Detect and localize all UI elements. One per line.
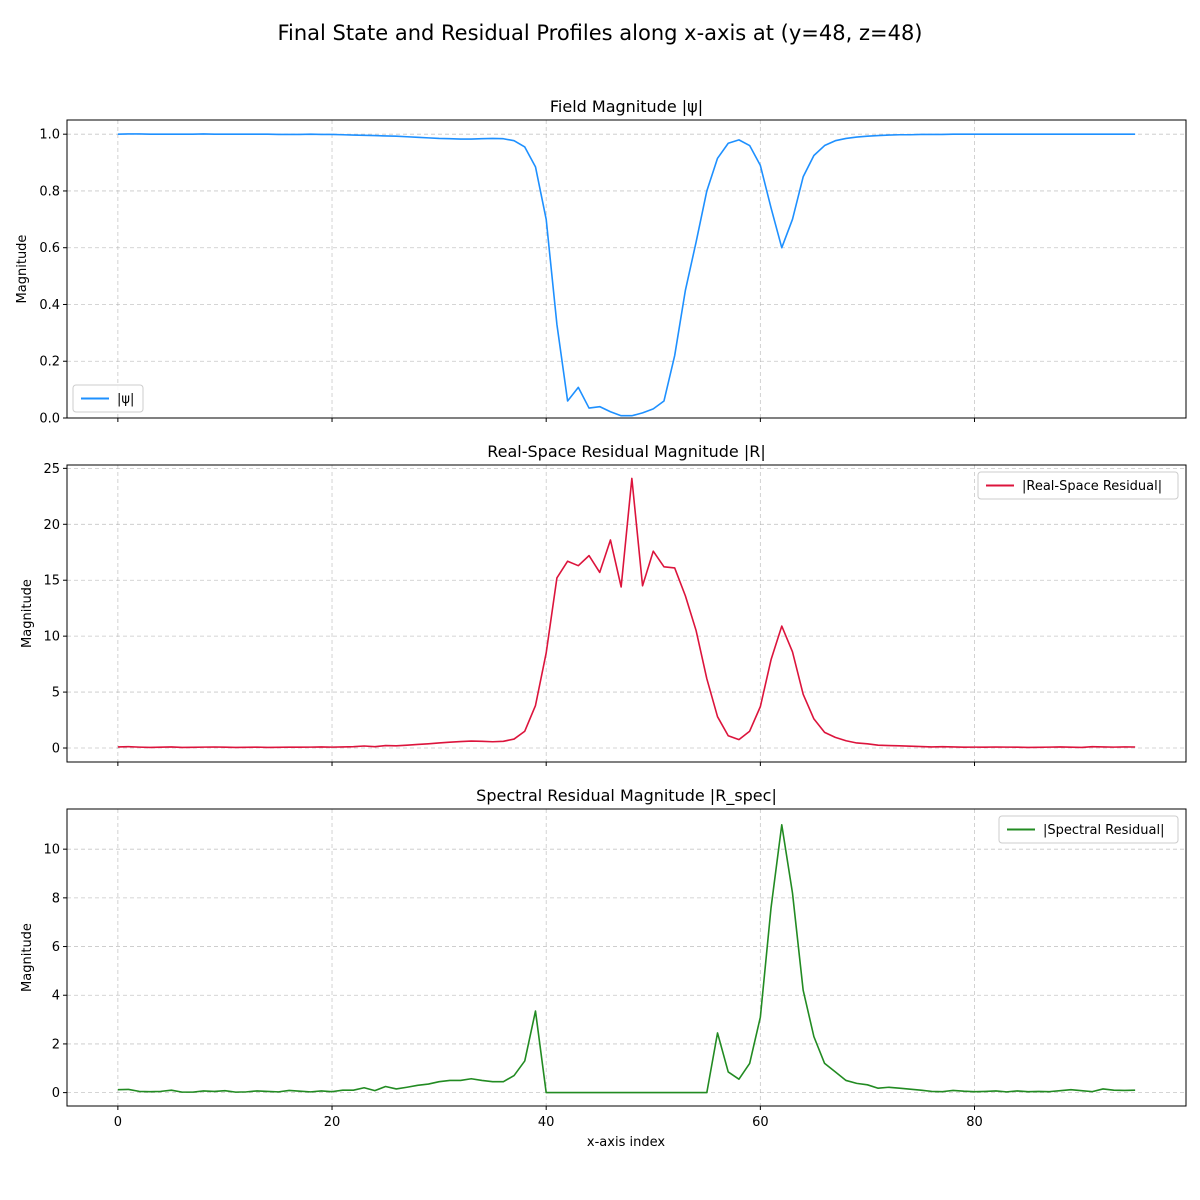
subplot-title: Real-Space Residual Magnitude |R| [487,442,766,461]
y-tick-label: 0.6 [39,241,60,256]
legend-box [998,815,1179,844]
legend-label: |ψ| [117,392,134,407]
series-line-1 [117,824,1136,1094]
legend: |ψ| [72,384,144,413]
subplot-2: 0 5 10 15 20 25 Real-Space Residual Magnitude … [20,442,1187,766]
y-tick-label: 0.0 [39,412,60,427]
y-tick-label: 15 [43,574,60,589]
y-tick-label: 8 [52,891,60,906]
x-tick-label: 60 [752,1115,769,1130]
legend-label: |Real-Space Residual| [1022,479,1162,494]
axes-frame [66,808,1187,1107]
axes-frame [66,464,1187,763]
subplots: 0.0 0.2 0.4 0.6 0.8 1.0 Field Magnitude |ψ| Mag… [15,97,1187,1130]
x-axis-label: x-axis index [587,1135,665,1150]
y-axis-label: Magnitude [15,235,30,304]
y-tick-label: 4 [52,989,60,1004]
y-axis-label: Magnitude [20,579,35,648]
axes-frame [66,119,1187,419]
y-tick-label: 1.0 [39,128,60,143]
y-tick-label: 10 [43,630,60,645]
legend: |Real-Space Residual| [977,471,1179,500]
y-tick-label: 0.4 [39,298,60,313]
x-tick-label: 20 [324,1115,341,1130]
y-axis-label: Magnitude [20,923,35,992]
y-tick-label: 0.8 [39,184,60,199]
y-tick-label: 0.2 [39,355,60,370]
legend-box [977,471,1179,500]
x-tick-label: 0 [114,1115,122,1130]
y-tick-label: 6 [52,940,60,955]
y-tick-label: 20 [43,518,60,533]
x-tick-label: 80 [966,1115,983,1130]
subplot-3: 0 2 4 6 8 10 0 20 40 60 80 Spectral Residual Magnit… [20,786,1187,1130]
legend: |Spectral Residual| [998,815,1179,844]
y-tick-label: 25 [43,462,60,477]
y-tick-label: 0 [52,1086,60,1101]
figure-title: Final State and Residual Profiles along … [277,21,922,45]
subplot-title: Spectral Residual Magnitude |R_spec| [476,786,777,806]
subplot-1: 0.0 0.2 0.4 0.6 0.8 1.0 Field Magnitude |ψ| Mag… [15,97,1187,427]
y-tick-label: 10 [43,843,60,858]
y-tick-label: 0 [52,742,60,757]
series-line-1 [117,477,1136,749]
subplot-title: Field Magnitude |ψ| [550,97,703,116]
y-tick-label: 5 [52,686,60,701]
y-tick-label: 2 [52,1037,60,1052]
legend-label: |Spectral Residual| [1043,823,1164,838]
series-line-1 [117,133,1136,417]
x-tick-label: 40 [538,1115,555,1130]
